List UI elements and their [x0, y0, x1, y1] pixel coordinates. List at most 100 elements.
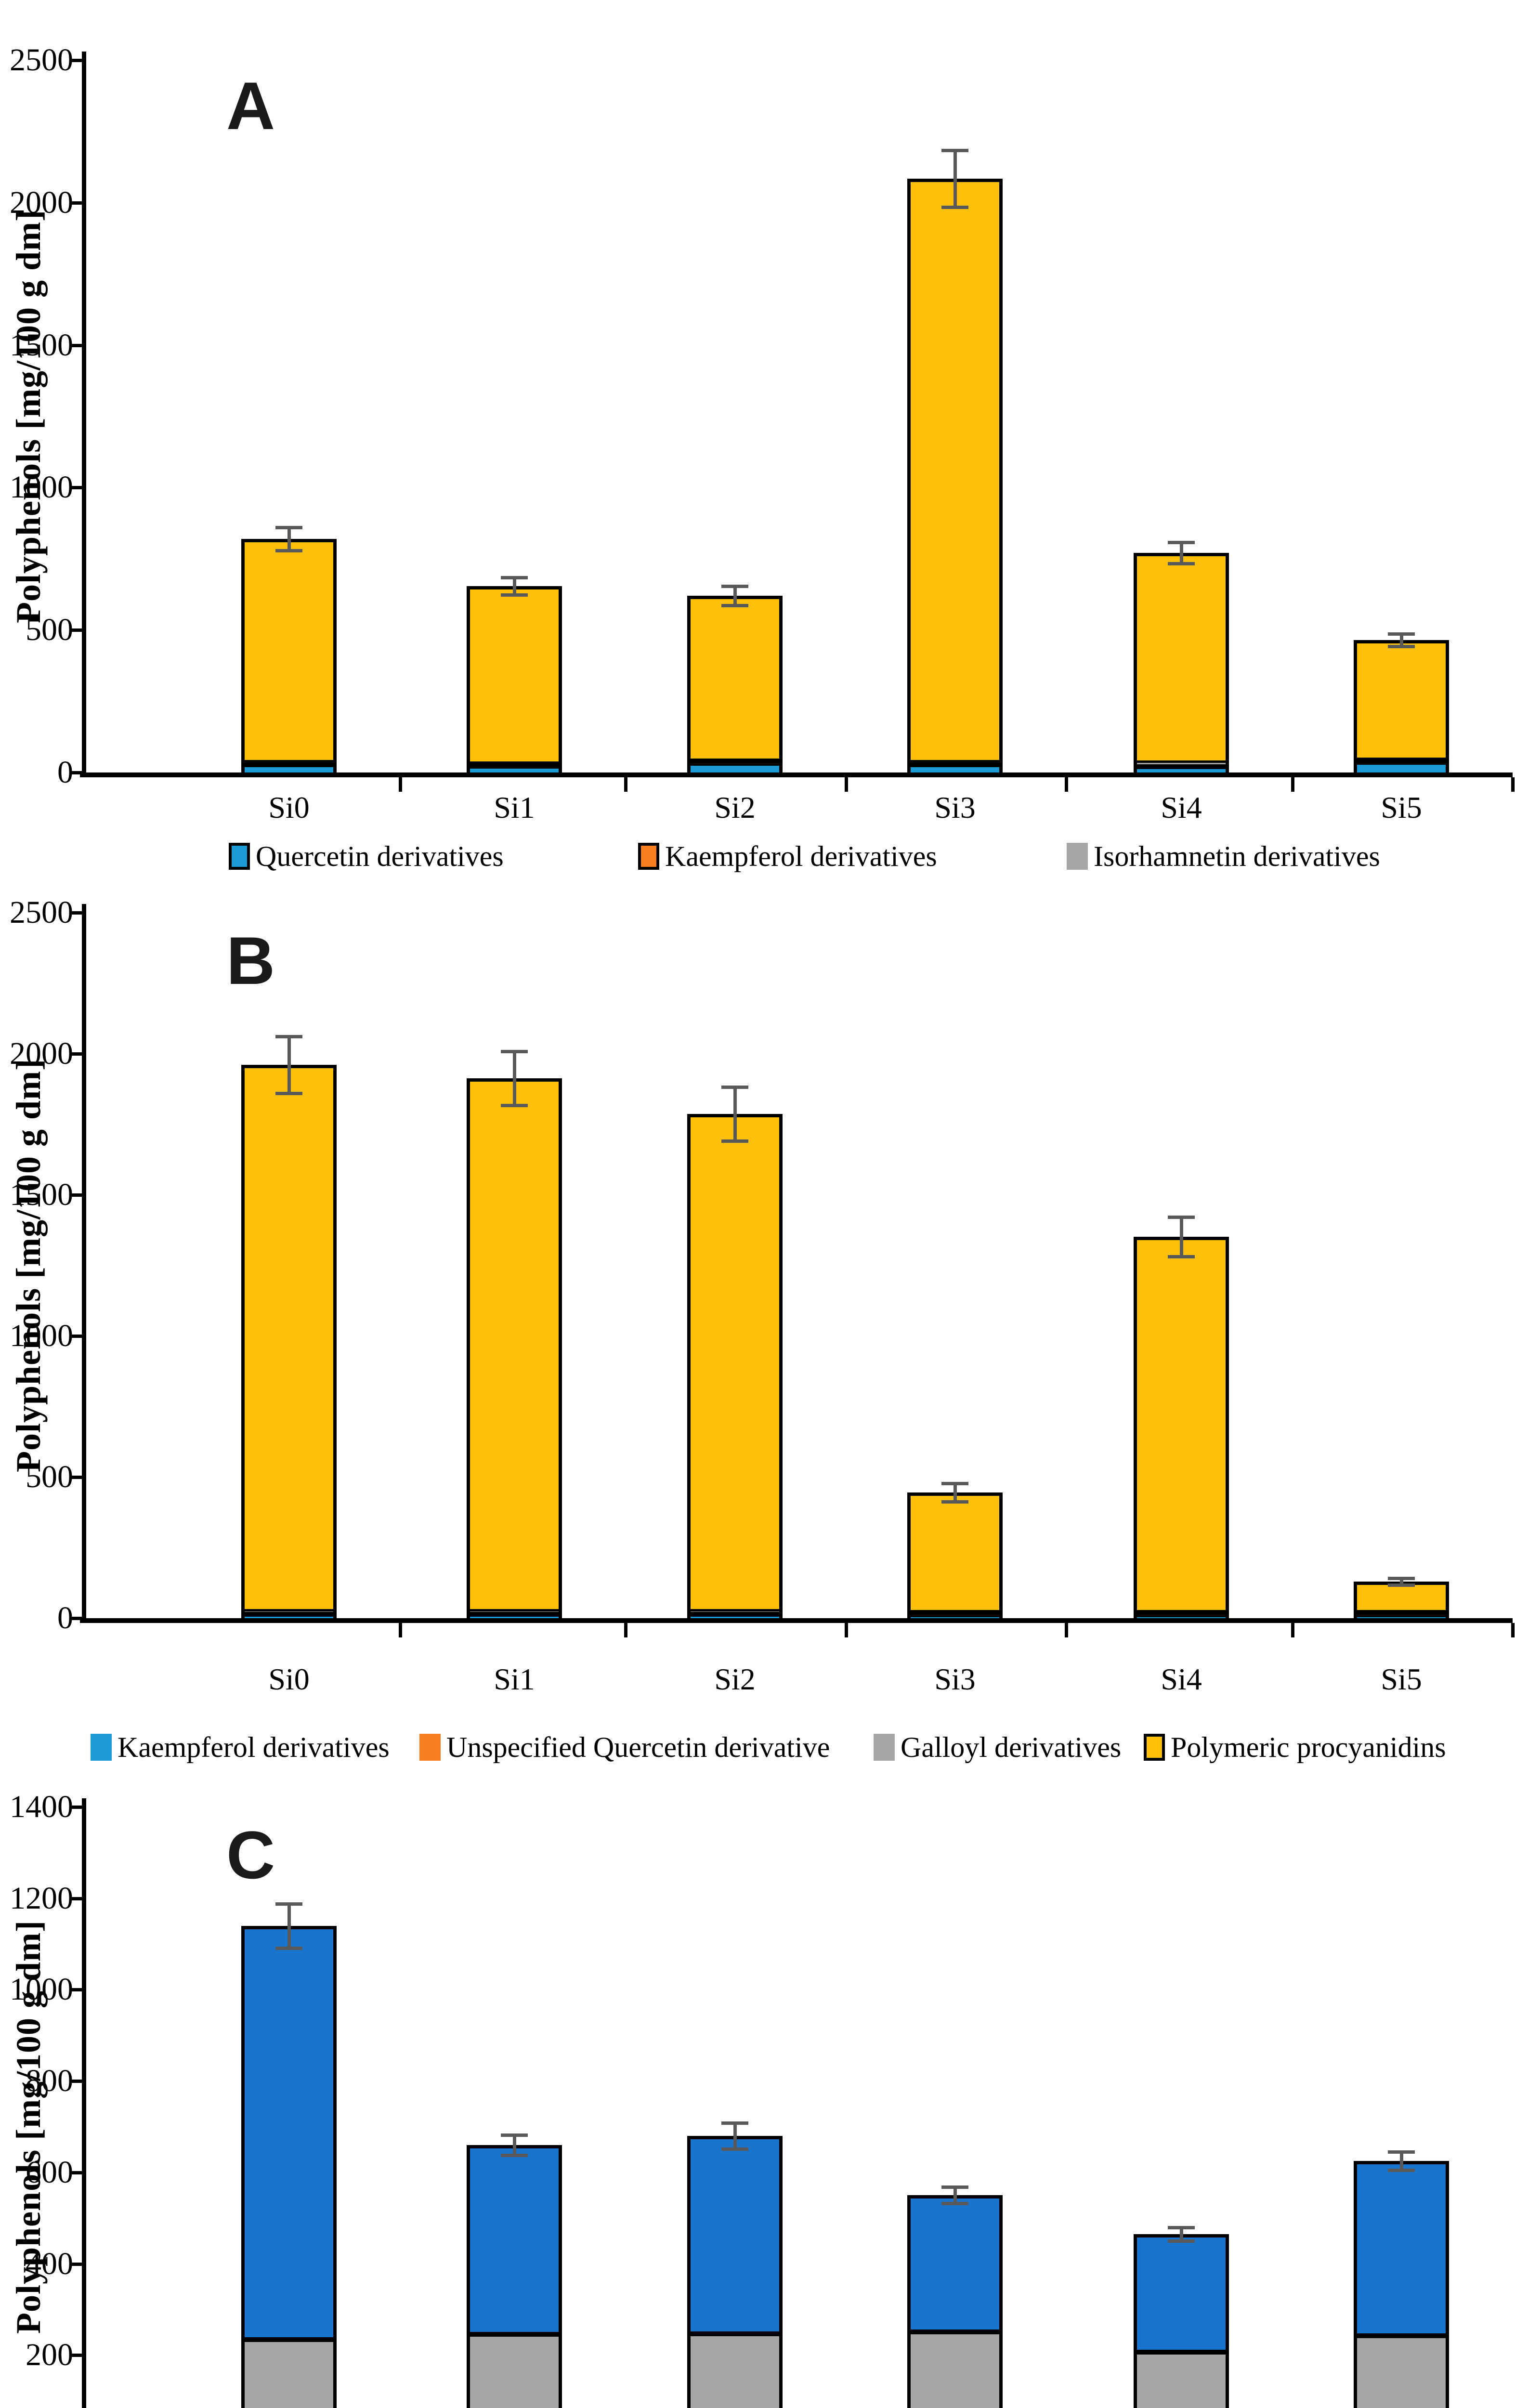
bar-segments	[470, 1081, 559, 1618]
error-bar-cap-top	[275, 1035, 302, 1039]
error-bar-cap-bottom	[275, 1946, 302, 1950]
error-bar-cap-bottom	[1388, 645, 1415, 648]
error-bar-cap-top	[1388, 2150, 1415, 2154]
legend-item: Unspecified Quercetin derivative	[419, 1730, 830, 1764]
bar-segments	[245, 1068, 333, 1618]
x-category-label-si2: Si2	[714, 790, 756, 824]
error-bar-line	[733, 1087, 737, 1141]
bar-segment	[245, 2339, 333, 2342]
bar-segment	[911, 765, 999, 768]
x-axis-tick	[1065, 777, 1068, 792]
error-bar-cap-top	[501, 576, 528, 580]
bar-segments	[1357, 643, 1446, 772]
bar-segment	[245, 1614, 333, 1617]
y-tick-label: 0	[57, 1600, 73, 1636]
x-axis-tick	[845, 777, 848, 792]
bar-segment	[1357, 762, 1446, 765]
x-category-label-si1: Si1	[494, 1662, 535, 1696]
bar-segment	[691, 1614, 779, 1617]
bar-segments	[1137, 2238, 1226, 2408]
legend-item: Kaempferol derivatives	[638, 839, 937, 873]
bar-segment	[691, 2139, 779, 2334]
error-bar-cap-top	[1168, 1215, 1195, 1219]
x-axis-tick	[1291, 777, 1294, 792]
bar-segment	[470, 2334, 559, 2337]
stacked-bar-si5	[1354, 1582, 1449, 1618]
bar-segment	[1357, 764, 1446, 772]
legend-item: Galloyl derivatives	[874, 1730, 1121, 1764]
error-bar-cap-bottom	[941, 2202, 968, 2206]
panel-letter-c: C	[226, 1817, 275, 1893]
x-axis-tick	[399, 777, 402, 792]
error-bar-cap-bottom	[1388, 2168, 1415, 2172]
y-tick-label: 2500	[10, 42, 73, 78]
y-axis-tick	[69, 1476, 82, 1479]
bar-segment	[470, 764, 559, 767]
y-tick-label: 800	[26, 2063, 73, 2099]
panel-letter-a: A	[226, 68, 275, 144]
error-bar-line	[733, 2123, 737, 2149]
legend-label: Kaempferol derivatives	[118, 1731, 390, 1763]
stacked-bar-si0	[241, 1926, 337, 2408]
error-bar-cap-top	[275, 526, 302, 530]
bar-segments	[691, 2139, 779, 2408]
bar-segment	[691, 761, 779, 764]
bar-segment	[1137, 1240, 1226, 1613]
legend-item: Isorhamnetin derivatives	[1067, 839, 1380, 873]
bar-segment	[691, 2333, 779, 2336]
error-bar-cap-top	[1388, 632, 1415, 636]
bar-segment	[691, 599, 779, 761]
y-tick-label: 2000	[10, 184, 73, 220]
bar-segment	[1357, 1617, 1446, 1618]
x-axis-tick	[1291, 1623, 1294, 1637]
x-axis-tick	[1511, 777, 1515, 792]
y-axis-tick	[69, 911, 82, 915]
bar-segment	[1137, 2352, 1226, 2355]
stacked-bar-si3	[907, 179, 1003, 772]
bar-segments	[245, 1929, 333, 2408]
stacked-bar-si1	[467, 586, 562, 772]
y-tick-label: 500	[26, 1459, 73, 1494]
bar-segments	[470, 589, 559, 772]
stacked-bar-si3	[907, 1492, 1003, 1618]
y-axis-line	[82, 904, 86, 1623]
y-axis-tick	[69, 1193, 82, 1197]
y-tick-label: 1500	[10, 327, 73, 363]
y-axis-tick	[69, 1988, 82, 1992]
bar-segment	[245, 765, 333, 768]
legend-swatch-icon	[419, 1734, 441, 1761]
bar-segment	[470, 1614, 559, 1617]
error-bar-line	[1180, 1217, 1183, 1256]
y-tick-label: 200	[26, 2337, 73, 2373]
bar-segment	[691, 1117, 779, 1612]
bar-segment	[1357, 1585, 1446, 1613]
legend-swatch-icon	[91, 1734, 112, 1761]
error-bar-line	[287, 1036, 291, 1093]
bar-segment	[1137, 1617, 1226, 1618]
bar-segment	[245, 1068, 333, 1612]
error-bar-cap-bottom	[1168, 2239, 1195, 2243]
error-bar-cap-top	[941, 2185, 968, 2189]
error-bar-line	[513, 1051, 516, 1105]
bar-segment	[470, 589, 559, 764]
error-bar-cap-top	[501, 2133, 528, 2137]
bar-segment	[1137, 556, 1226, 763]
error-bar-line	[513, 2135, 516, 2155]
bar-segment	[1357, 2336, 1446, 2339]
y-axis-tick	[69, 771, 82, 774]
stacked-bar-si0	[241, 1065, 337, 1618]
x-category-label-si1: Si1	[494, 790, 535, 824]
error-bar-cap-bottom	[501, 593, 528, 597]
bar-segment	[691, 1611, 779, 1615]
bar-segments	[1137, 556, 1226, 772]
error-bar-cap-top	[501, 1050, 528, 1054]
bar-segment	[1357, 643, 1446, 760]
bar-segment	[1137, 1615, 1226, 1618]
error-bar-cap-bottom	[941, 206, 968, 209]
y-axis-tick	[69, 1335, 82, 1338]
bar-segment	[1357, 1615, 1446, 1618]
error-bar-line	[953, 2186, 957, 2204]
y-tick-label: 400	[26, 2246, 73, 2281]
bar-segment	[245, 767, 333, 772]
